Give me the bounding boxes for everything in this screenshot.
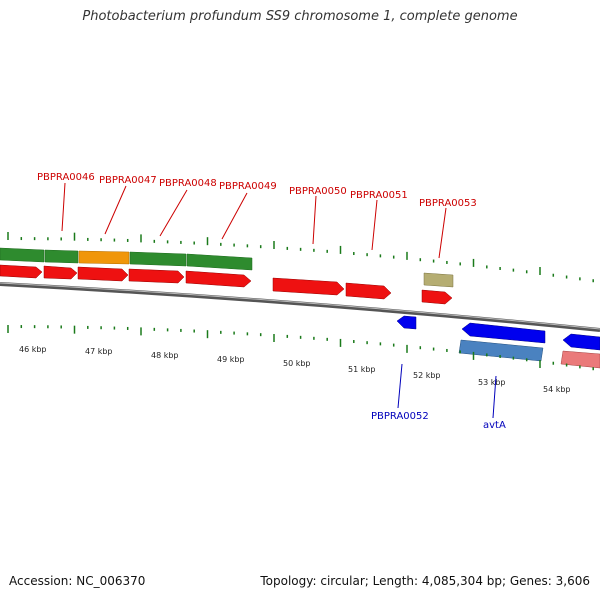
cds-arrow-plus-3[interactable] — [77, 266, 129, 282]
gene-label-pbpra0050[interactable]: PBPRA0050 — [289, 186, 347, 197]
cds-arrow-plus-6[interactable] — [272, 277, 345, 296]
gene-label-pbpra0049[interactable]: PBPRA0049 — [219, 181, 277, 192]
kbp-label-47: 47 kbp — [85, 347, 113, 356]
gene-label-pbpra0047[interactable]: PBPRA0047 — [99, 175, 157, 186]
gene-label-pbpra0051[interactable]: PBPRA0051 — [350, 190, 408, 201]
cds-arrow-plus-5[interactable] — [185, 270, 252, 288]
kbp-label-51: 51 kbp — [348, 365, 376, 374]
genome-backbone-highlight — [0, 282, 600, 330]
kbp-label-50: 50 kbp — [283, 359, 311, 368]
feature-khaki-1[interactable] — [423, 272, 454, 288]
gene-label-pbpra0053[interactable]: PBPRA0053 — [419, 198, 477, 209]
kbp-label-49: 49 kbp — [217, 355, 245, 364]
gene-label-pbpra0046[interactable]: PBPRA0046 — [37, 172, 95, 183]
cds-arrow-minus-2[interactable] — [461, 322, 546, 344]
cds-arrow-plus-7[interactable] — [345, 282, 392, 300]
feature-green-3[interactable] — [129, 251, 187, 267]
cds-arrow-plus-1[interactable] — [0, 264, 43, 279]
kbp-label-48: 48 kbp — [151, 351, 179, 360]
outer-tick-ring — [7, 232, 594, 283]
gene-leader-lines-bottom — [397, 363, 497, 419]
kbp-label-52: 52 kbp — [413, 371, 441, 380]
gene-label-pbpra0052[interactable]: PBPRA0052 — [371, 411, 429, 422]
gene-label-pbpra0048[interactable]: PBPRA0048 — [159, 178, 217, 189]
feature-green-1[interactable] — [0, 247, 45, 263]
gene-label-avta[interactable]: avtA — [483, 420, 506, 431]
cds-arrow-plus-8[interactable] — [421, 289, 453, 305]
feature-steelblue-1[interactable] — [458, 339, 544, 362]
feature-green-4[interactable] — [186, 253, 253, 271]
cds-arrow-plus-4[interactable] — [128, 268, 185, 284]
topology-text: Topology: circular; Length: 4,085,304 bp… — [260, 574, 590, 588]
cds-arrow-minus-3[interactable] — [562, 333, 600, 351]
accession-text: Accession: NC_006370 — [9, 574, 146, 588]
kbp-label-53: 53 kbp — [478, 378, 506, 387]
inner-tick-ring — [7, 325, 594, 371]
feature-orange-1[interactable] — [78, 250, 130, 265]
cds-arrow-minus-1[interactable] — [396, 315, 417, 330]
feature-green-2[interactable] — [44, 249, 79, 264]
genome-backbone — [0, 282, 600, 332]
gene-leader-lines-top — [61, 182, 447, 259]
kbp-label-46: 46 kbp — [19, 345, 47, 354]
feature-pink-1[interactable] — [560, 350, 600, 369]
cds-arrow-plus-2[interactable] — [43, 265, 78, 280]
kbp-label-54: 54 kbp — [543, 385, 571, 394]
figure-title: Photobacterium profundum SS9 chromosome … — [82, 9, 518, 24]
